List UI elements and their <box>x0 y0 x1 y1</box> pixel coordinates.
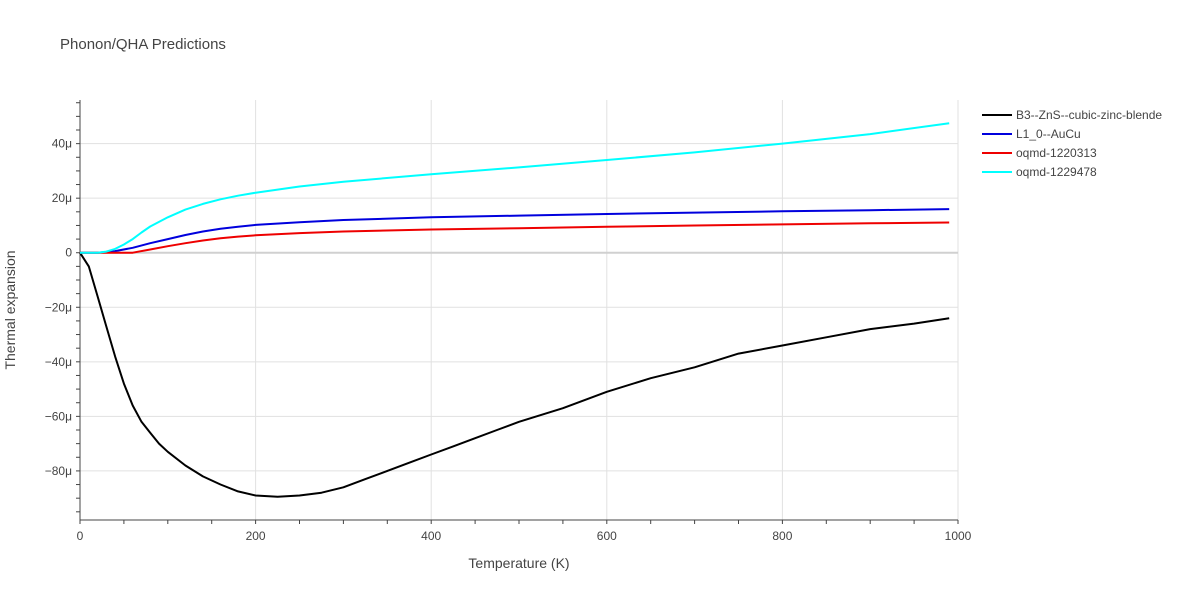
x-tick-label: 400 <box>421 529 441 543</box>
y-tick-label: −60μ <box>45 409 72 423</box>
series-line-2 <box>80 221 950 254</box>
x-tick-label: 0 <box>77 529 84 543</box>
y-axis-title: Thermal expansion <box>2 250 18 369</box>
y-tick-label: −20μ <box>45 300 72 314</box>
x-tick-label: 800 <box>772 529 792 543</box>
x-tick-label: 200 <box>246 529 266 543</box>
y-tick-label: 40μ <box>52 137 72 151</box>
legend-label-0: B3--ZnS--cubic-zinc-blende <box>1016 108 1162 122</box>
x-tick-label: 600 <box>597 529 617 543</box>
y-tick-label: 0 <box>65 246 72 260</box>
series-line-3 <box>80 122 950 254</box>
series-line-0 <box>79 252 950 498</box>
axes <box>76 100 959 524</box>
series-line-1 <box>80 208 950 254</box>
legend[interactable]: B3--ZnS--cubic-zinc-blende L1_0--AuCuoqmd… <box>982 108 1162 179</box>
y-tick-label: −40μ <box>45 355 72 369</box>
legend-label-2: oqmd-1220313 <box>1016 146 1097 160</box>
x-tick-label: 1000 <box>945 529 972 543</box>
series-lines <box>79 122 950 498</box>
chart-title: Phonon/QHA Predictions <box>60 36 226 53</box>
legend-label-3: oqmd-1229478 <box>1016 165 1097 179</box>
x-axis-title: Temperature (K) <box>468 555 569 571</box>
gridlines <box>80 100 959 520</box>
legend-label-1: L1_0--AuCu <box>1016 127 1081 141</box>
tick-labels: 0 200 400 600 800 1000 −80μ −60μ −40μ −20μ 0 20μ 40μ <box>45 137 972 543</box>
y-tick-label: −80μ <box>45 464 72 478</box>
y-tick-label: 20μ <box>52 191 72 205</box>
